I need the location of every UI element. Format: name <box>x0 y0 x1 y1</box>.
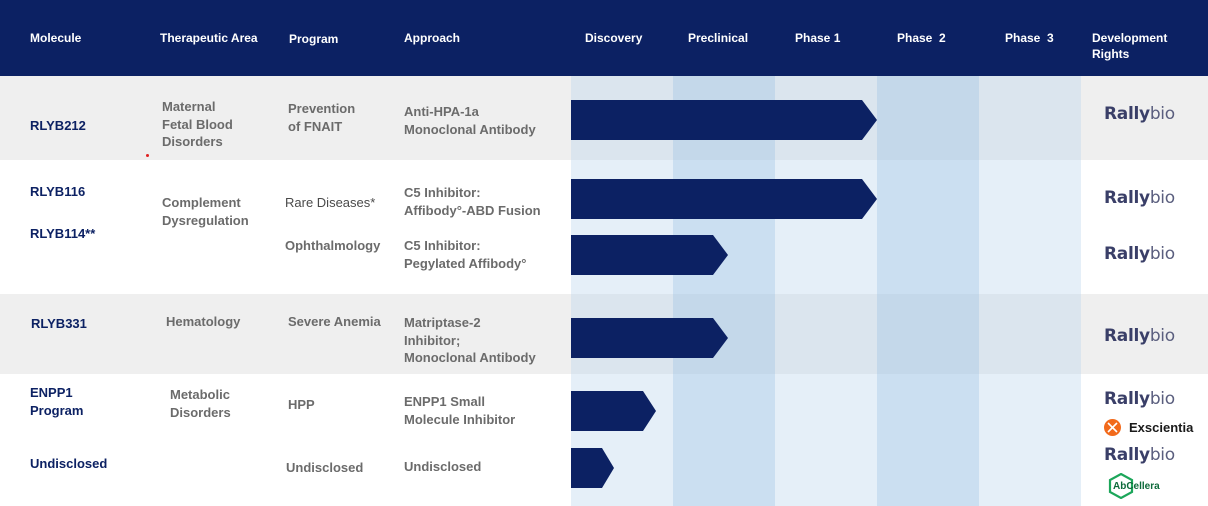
approach-rlyb331: Matriptase-2 Inhibitor; Monoclonal Antib… <box>404 314 536 367</box>
program-enpp1: HPP <box>288 397 315 412</box>
exscientia-mark-icon <box>1104 419 1121 436</box>
approach-rlyb212: Anti-HPA-1a Monoclonal Antibody <box>404 103 536 138</box>
molecule-enpp1: ENPP1 Program <box>30 384 83 419</box>
header-therapeutic-area: Therapeutic Area <box>160 31 258 45</box>
header-development-rights: Development Rights <box>1092 30 1167 62</box>
molecule-rlyb212: RLYB212 <box>30 118 86 133</box>
approach-line: Monoclonal Antibody <box>404 350 536 365</box>
molecule-rlyb331: RLYB331 <box>31 316 87 331</box>
area-line: Disorders <box>162 134 223 149</box>
header-discovery: Discovery <box>585 31 643 45</box>
approach-enpp1: ENPP1 Small Molecule Inhibitor <box>404 393 515 428</box>
header-preclinical: Preclinical <box>688 31 749 45</box>
molecule-undisclosed: Undisclosed <box>30 456 108 471</box>
approach-line: Anti-HPA-1a <box>404 104 479 119</box>
rallybio-logo: Rallybio <box>1104 188 1175 208</box>
area-line: Disorders <box>170 404 231 420</box>
program-rlyb116: Rare Diseases* <box>285 195 376 210</box>
rallybio-logo: Rallybio <box>1104 389 1175 409</box>
rallybio-logo: Rallybio <box>1104 104 1175 124</box>
header-phase2: Phase 2 <box>897 31 946 45</box>
approach-line: C5 Inhibitor: <box>404 185 481 200</box>
molecule-rlyb114: RLYB114** <box>30 226 96 241</box>
program-rlyb114: Ophthalmology <box>285 238 381 253</box>
approach-rlyb116: C5 Inhibitor: Affibody°-ABD Fusion <box>404 184 541 219</box>
area-line: Complement <box>162 195 241 210</box>
program-rlyb331: Severe Anemia <box>288 314 381 329</box>
rallybio-logo: Rallybio <box>1104 326 1175 346</box>
progress-arrow-enpp1 <box>571 391 656 431</box>
approach-line: Affibody°-ABD Fusion <box>404 202 541 218</box>
progress-arrow-rlyb331 <box>571 318 728 358</box>
red-dot-mark <box>146 154 149 157</box>
header-program: Program <box>289 32 339 46</box>
area-hematology: Hematology <box>166 314 241 329</box>
column-phase2 <box>877 76 979 506</box>
abcellera-hex-icon <box>1108 473 1134 499</box>
area-line: Metabolic <box>170 387 230 402</box>
area-line: Dysregulation <box>162 212 249 228</box>
approach-line: Inhibitor; <box>404 332 461 348</box>
exscientia-logo: Exscientia <box>1104 419 1193 436</box>
area-line: Maternal <box>162 99 216 114</box>
rallybio-logo: Rallybio <box>1104 244 1175 264</box>
progress-arrow-undisclosed <box>571 448 614 488</box>
area-maternal-fetal: Maternal Fetal Blood Disorders <box>162 98 233 151</box>
progress-arrow-rlyb116 <box>571 179 877 219</box>
abcellera-label: AbCellera <box>1113 480 1160 492</box>
abcellera-logo: AbCellera <box>1108 473 1160 499</box>
exscientia-label: Exscientia <box>1129 420 1194 435</box>
rallybio-logo: Rallybio <box>1104 445 1175 465</box>
molecule-line: Program <box>30 402 84 418</box>
approach-line: Matriptase-2 <box>404 315 481 330</box>
column-phase3 <box>979 76 1081 506</box>
header-approach: Approach <box>404 31 461 45</box>
approach-line: Pegylated Affibody° <box>404 255 527 271</box>
header-rights-line1: Development <box>1092 31 1168 45</box>
program-line: Prevention <box>288 101 356 116</box>
area-line: Fetal Blood <box>162 116 233 132</box>
header-molecule: Molecule <box>30 31 82 45</box>
molecule-line: ENPP1 <box>30 385 73 400</box>
progress-arrow-rlyb114 <box>571 235 728 275</box>
approach-line: ENPP1 Small <box>404 394 485 409</box>
column-phase1 <box>775 76 877 506</box>
approach-rlyb114: C5 Inhibitor: Pegylated Affibody° <box>404 237 526 272</box>
program-rlyb212: Prevention of FNAIT <box>288 100 355 135</box>
header-phase1: Phase 1 <box>795 31 841 45</box>
approach-line: C5 Inhibitor: <box>404 238 481 253</box>
area-metabolic: Metabolic Disorders <box>170 386 231 421</box>
program-undisclosed: Undisclosed <box>286 460 364 475</box>
approach-line: Monoclonal Antibody <box>404 121 536 137</box>
approach-undisclosed: Undisclosed <box>404 459 482 474</box>
header-phase3: Phase 3 <box>1005 31 1054 45</box>
column-discovery <box>571 76 673 506</box>
area-complement: Complement Dysregulation <box>162 194 249 229</box>
header-rights-line2: Rights <box>1092 47 1130 61</box>
approach-line: Molecule Inhibitor <box>404 411 516 427</box>
table-header: Molecule Therapeutic Area Program Approa… <box>0 0 1208 76</box>
progress-arrow-rlyb212 <box>571 100 877 140</box>
molecule-rlyb116: RLYB116 <box>30 184 86 199</box>
column-preclinical <box>673 76 775 506</box>
program-line: of FNAIT <box>288 118 343 134</box>
